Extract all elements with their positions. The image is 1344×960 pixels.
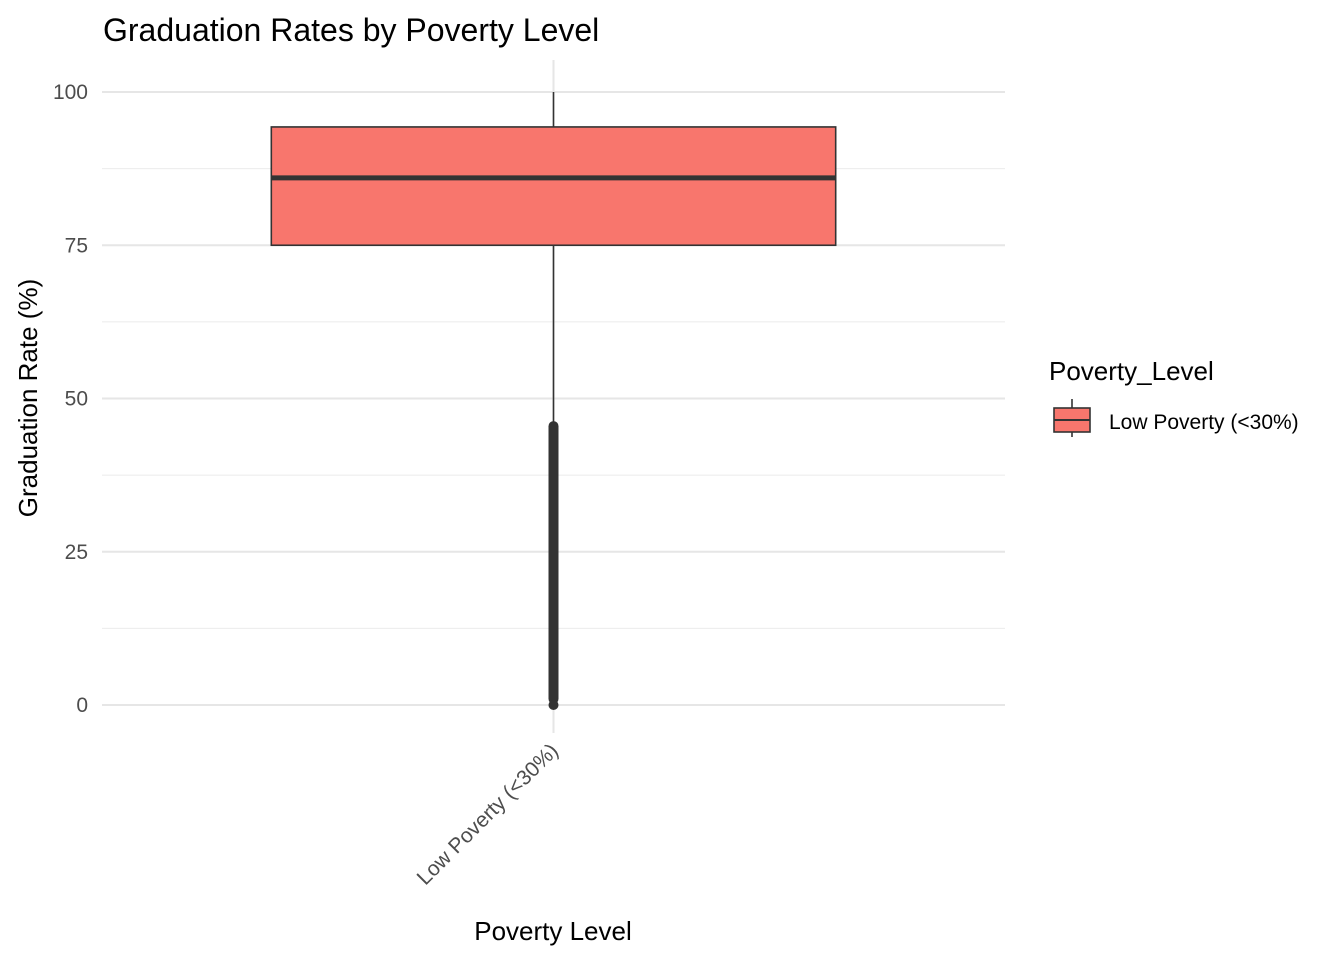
y-tick-label: 0 (76, 694, 88, 717)
y-axis-title: Graduation Rate (%) (13, 279, 43, 517)
y-tick-label: 100 (53, 81, 88, 104)
y-tick-label: 50 (65, 388, 88, 411)
box-iqr (270, 126, 837, 247)
box-group (270, 92, 837, 710)
legend-label: Low Poverty (<30%) (1109, 411, 1299, 434)
legend-title: Poverty_Level (1049, 356, 1214, 386)
legend: Poverty_Level Low Poverty (<30%) (1049, 356, 1299, 437)
plot-layer (270, 92, 837, 710)
outlier-point (548, 700, 559, 710)
legend-item: Low Poverty (<30%) (1053, 399, 1299, 437)
x-tick-label: Low Poverty (<30%) (413, 739, 563, 889)
y-tick-label: 25 (65, 541, 88, 564)
chart-title: Graduation Rates by Poverty Level (103, 12, 599, 48)
x-axis-title: Poverty Level (474, 916, 632, 946)
y-tick-label: 75 (65, 234, 88, 257)
legend-items: Low Poverty (<30%) (1053, 399, 1299, 437)
